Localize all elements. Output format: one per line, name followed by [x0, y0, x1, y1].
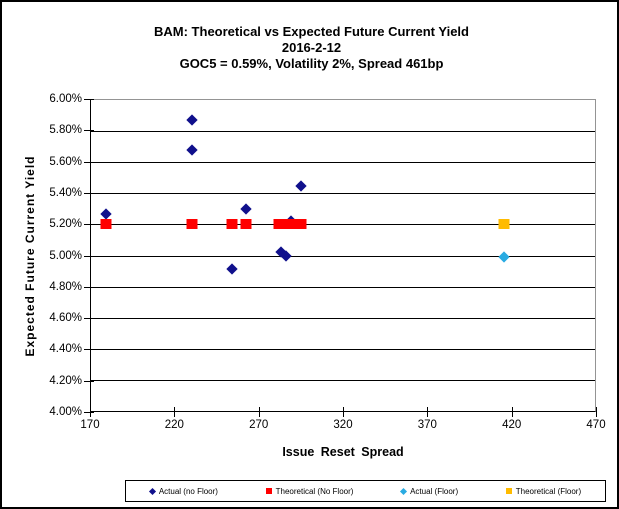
data-point-actual-no-floor: [100, 207, 112, 220]
legend-item-actual-no-floor: Actual (no Floor): [148, 486, 218, 496]
y-tick-mark: [84, 161, 94, 163]
legend-marker-diamond-icon: [400, 487, 408, 495]
y-tick-mark: [84, 255, 94, 257]
x-tick-mark: [258, 407, 260, 417]
chart-title-block: BAM: Theoretical vs Expected Future Curr…: [2, 24, 617, 72]
y-tick-mark: [84, 224, 94, 226]
legend-label: Theoretical (No Floor): [275, 486, 354, 496]
legend-label: Theoretical (Floor): [515, 486, 582, 496]
x-tick-mark: [596, 407, 597, 417]
legend-marker-square-icon: [265, 488, 272, 494]
y-gridline: [91, 193, 595, 195]
x-tick-label: 220: [164, 419, 184, 431]
y-gridline: [91, 162, 595, 164]
x-tick-mark: [511, 407, 513, 417]
y-tick-label: 5.00%: [49, 249, 82, 262]
x-tick-label: 420: [502, 419, 522, 431]
data-point-actual-no-floor: [239, 203, 252, 215]
data-point-actual-no-floor: [295, 179, 307, 192]
chart-title: BAM: Theoretical vs Expected Future Curr…: [154, 24, 469, 39]
y-tick-mark: [84, 349, 94, 351]
y-tick-mark: [84, 318, 94, 320]
y-gridline: [91, 348, 595, 350]
y-gridline: [91, 224, 595, 226]
legend-label: Actual (no Floor): [158, 486, 218, 496]
data-point-theoretical-no-floor: [280, 219, 292, 230]
x-tick-label: 470: [586, 419, 606, 431]
legend-marker-diamond-icon: [148, 487, 156, 495]
y-gridline: [91, 379, 595, 381]
legend-marker-square-icon: [505, 488, 512, 494]
y-tick-mark: [84, 286, 94, 288]
data-point-theoretical-floor: [498, 219, 510, 230]
x-tick-mark: [174, 407, 176, 417]
data-point-actual-floor: [498, 251, 510, 263]
data-point-theoretical-no-floor: [288, 219, 300, 230]
y-tick-label: 5.40%: [49, 186, 82, 199]
x-tick-mark: [90, 407, 91, 417]
legend-label: Actual (Floor): [410, 486, 459, 496]
chart-subtitle-date: 2016-2-12: [281, 40, 342, 55]
data-point-theoretical-no-floor: [273, 219, 285, 230]
y-tick-label: 5.60%: [49, 155, 82, 168]
y-tick-mark: [84, 130, 94, 132]
data-point-theoretical-no-floor: [100, 219, 112, 230]
y-tick-label: 5.80%: [49, 124, 82, 137]
x-tick-mark: [343, 407, 344, 417]
y-gridline: [91, 131, 595, 133]
data-point-theoretical-no-floor: [240, 219, 252, 230]
y-tick-label: 4.80%: [49, 280, 82, 293]
x-tick-label: 270: [249, 419, 269, 431]
x-tick-label: 320: [333, 419, 353, 431]
x-axis-title: Issue Reset Spread: [282, 445, 404, 459]
y-tick-mark: [84, 192, 94, 194]
y-tick-label: 5.20%: [49, 218, 82, 231]
legend-item-actual-floor: Actual (Floor): [400, 486, 459, 496]
y-tick-label: 4.60%: [49, 312, 82, 325]
chart-subtitle-params: GOC5 = 0.59%, Volatility 2%, Spread 461b…: [179, 56, 444, 71]
y-gridline: [91, 255, 595, 257]
y-gridline: [91, 286, 595, 288]
data-point-actual-no-floor: [186, 144, 198, 156]
legend-item-theoretical-no-floor: Theoretical (No Floor): [265, 486, 354, 496]
y-tick-label: 4.40%: [49, 343, 82, 356]
y-tick-label: 4.00%: [49, 406, 82, 418]
legend: Actual (no Floor) Theoretical (No Floor) A…: [125, 480, 606, 502]
data-point-theoretical-no-floor: [186, 219, 198, 230]
y-tick-mark: [84, 99, 94, 100]
x-tick-mark: [427, 407, 429, 417]
data-point-actual-no-floor: [226, 263, 238, 276]
data-point-theoretical-no-floor: [295, 219, 307, 230]
x-tick-label: 170: [80, 419, 100, 431]
y-tick-mark: [84, 412, 94, 413]
data-point-actual-no-floor: [186, 114, 198, 126]
legend-item-theoretical-floor: Theoretical (Floor): [505, 486, 582, 496]
y-tick-label: 6.00%: [49, 93, 82, 105]
y-tick-mark: [84, 380, 94, 382]
y-tick-label: 4.20%: [49, 374, 82, 387]
x-tick-label: 370: [417, 419, 437, 431]
plot-area: [90, 99, 596, 412]
data-point-theoretical-no-floor: [226, 219, 238, 230]
y-gridline: [91, 317, 595, 319]
